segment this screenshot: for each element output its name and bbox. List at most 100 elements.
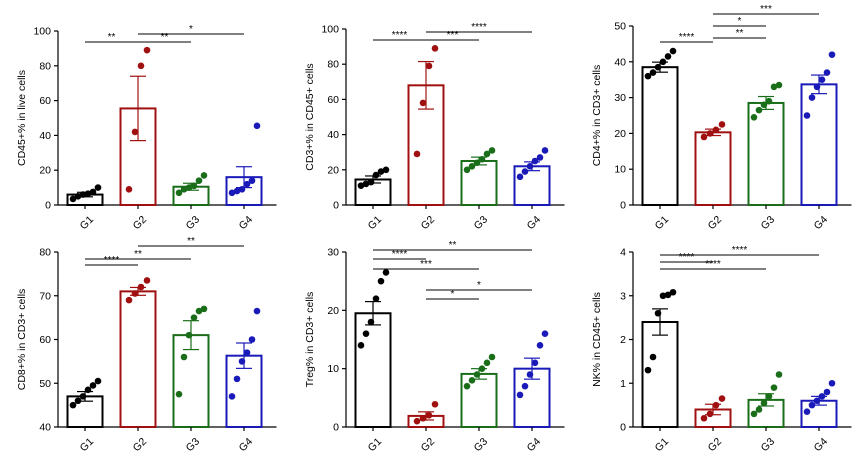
- data-point: [531, 157, 539, 165]
- y-tick-label: 20: [327, 164, 339, 176]
- bar-g1: [641, 66, 679, 206]
- data-point: [775, 371, 783, 378]
- data-point: [473, 159, 481, 167]
- data-point: [74, 193, 82, 200]
- data-point: [180, 353, 188, 361]
- data-point: [431, 400, 439, 408]
- data-point: [536, 154, 544, 161]
- data-point: [468, 162, 476, 170]
- data-point: [803, 112, 811, 119]
- x-tick-label: G4: [237, 436, 256, 455]
- y-axis-label: CD4+% in CD3+ cells: [591, 65, 603, 167]
- x-tick-label: G2: [706, 436, 725, 455]
- data-point: [521, 382, 529, 390]
- data-point: [750, 410, 758, 418]
- data-point: [706, 410, 714, 418]
- significance-label: *: [738, 16, 742, 27]
- y-tick-label: 50: [614, 21, 626, 33]
- significance-label: ***: [447, 30, 459, 41]
- chart-panel-1: 0 20 40 60 80 100 CD45+% in live cells G1 G2 G3 G4…: [16, 24, 277, 232]
- data-point: [79, 191, 87, 198]
- data-point: [84, 190, 92, 197]
- y-tick-label: 80: [327, 59, 339, 71]
- y-tick-label: 100: [321, 24, 339, 36]
- x-tick-label: G3: [184, 436, 203, 455]
- data-point: [706, 130, 714, 137]
- y-tick-label: 4: [620, 247, 626, 259]
- y-tick-label: 0: [45, 200, 51, 212]
- x-tick-label: G3: [184, 214, 203, 233]
- x-tick-label: G4: [812, 436, 831, 455]
- data-point: [243, 349, 251, 356]
- y-tick-label: 60: [39, 334, 51, 346]
- significance-label: **: [187, 236, 195, 247]
- significance-label: ****: [392, 30, 408, 41]
- x-tick-label: G1: [653, 214, 672, 233]
- x-tick-label: G3: [472, 214, 491, 233]
- data-point: [89, 188, 97, 196]
- data-point: [718, 121, 726, 128]
- data-point: [526, 371, 534, 378]
- data-point: [483, 150, 491, 158]
- y-tick-label: 40: [39, 422, 51, 434]
- data-point: [755, 106, 763, 114]
- data-point: [137, 283, 145, 291]
- data-point: [143, 277, 151, 284]
- data-point: [808, 401, 816, 409]
- y-tick-label: 0: [620, 422, 626, 434]
- x-tick-label: G4: [237, 214, 256, 233]
- data-point: [228, 393, 236, 400]
- data-point: [488, 353, 496, 361]
- y-tick-label: 20: [39, 165, 51, 177]
- data-point: [718, 395, 726, 402]
- data-point: [669, 47, 677, 55]
- data-point: [248, 177, 256, 184]
- data-point: [79, 393, 87, 400]
- data-point: [664, 291, 672, 299]
- data-point: [195, 177, 203, 184]
- y-tick-label: 60: [39, 95, 51, 107]
- data-point: [431, 45, 439, 52]
- x-tick-label: G2: [419, 214, 438, 233]
- data-point: [644, 72, 652, 80]
- data-point: [372, 171, 380, 179]
- significance-label: ****: [392, 249, 408, 260]
- data-point: [195, 307, 203, 315]
- x-tick-label: G1: [653, 436, 672, 455]
- data-point: [175, 390, 183, 398]
- data-point: [238, 186, 246, 193]
- significance-label: **: [134, 249, 142, 260]
- data-point: [654, 63, 662, 71]
- x-tick-label: G3: [759, 436, 778, 455]
- data-point: [664, 53, 672, 60]
- significance-label: **: [736, 28, 744, 39]
- data-point: [700, 414, 708, 422]
- data-point: [248, 336, 256, 343]
- significance-label: ***: [760, 4, 772, 15]
- significance-label: ****: [104, 255, 120, 266]
- data-point: [74, 397, 82, 405]
- data-point: [253, 122, 261, 130]
- x-tick-label: G1: [78, 214, 97, 233]
- data-point: [521, 168, 529, 175]
- data-point: [357, 342, 365, 349]
- data-point: [813, 83, 821, 91]
- x-tick-label: G2: [131, 214, 150, 233]
- data-point: [413, 417, 421, 425]
- y-tick-label: 30: [614, 92, 626, 104]
- significance-label: **: [449, 240, 457, 251]
- data-point: [823, 69, 831, 76]
- data-point: [712, 126, 720, 134]
- data-point: [362, 180, 370, 188]
- data-point: [131, 128, 139, 136]
- significance-label: **: [108, 32, 116, 43]
- bar-g2: [119, 290, 157, 428]
- data-point: [200, 305, 208, 313]
- y-tick-label: 20: [327, 305, 339, 317]
- data-point: [750, 113, 758, 121]
- data-point: [413, 150, 421, 158]
- data-point: [700, 133, 708, 141]
- significance-label: ***: [420, 259, 432, 270]
